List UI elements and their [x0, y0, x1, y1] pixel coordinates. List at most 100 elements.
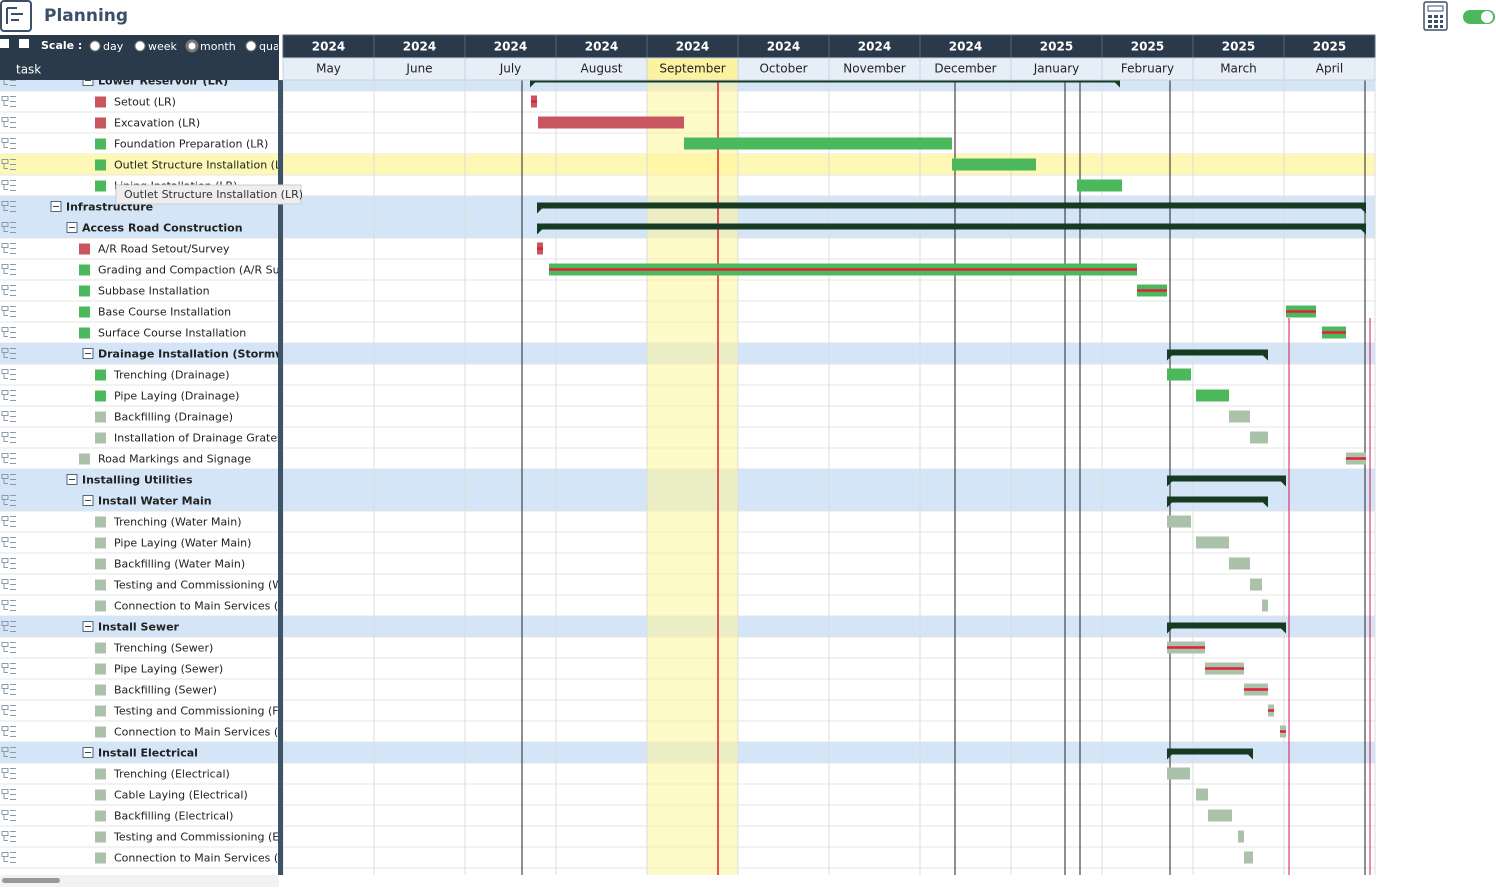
- task-bar[interactable]: [1262, 599, 1268, 612]
- task-name[interactable]: Excavation (LR): [114, 117, 200, 130]
- task-name[interactable]: Pipe Laying (Drainage): [114, 390, 239, 403]
- task-name[interactable]: Cable Laying (Electrical): [114, 789, 248, 802]
- drag-handle[interactable]: [1, 159, 16, 170]
- task-name[interactable]: Testing and Commissioning (Flow: [113, 705, 297, 718]
- drag-handle[interactable]: [1, 684, 16, 695]
- task-name[interactable]: Trenching (Sewer): [113, 642, 213, 655]
- scale-radio[interactable]: [89, 40, 101, 52]
- task-bar[interactable]: [1167, 767, 1190, 780]
- task-bar[interactable]: [1229, 410, 1250, 423]
- group-name[interactable]: Drainage Installation (Stormwate: [98, 348, 306, 361]
- task-bar[interactable]: [1238, 830, 1244, 843]
- task-bar[interactable]: [1250, 431, 1268, 444]
- task-name[interactable]: Surface Course Installation: [98, 327, 246, 340]
- collapse-all[interactable]: [0, 39, 9, 48]
- scale-radio[interactable]: [134, 40, 146, 52]
- drag-handle[interactable]: [1, 579, 16, 590]
- task-bar[interactable]: [1196, 536, 1229, 549]
- group-name[interactable]: Install Water Main: [98, 495, 212, 508]
- drag-handle[interactable]: [1, 747, 16, 758]
- task-bar[interactable]: [1167, 368, 1191, 381]
- task-bar[interactable]: [684, 137, 952, 150]
- group-name[interactable]: Installing Utilities: [82, 474, 193, 487]
- scrollbar-thumb[interactable]: [2, 878, 60, 883]
- splitter[interactable]: [278, 35, 283, 885]
- drag-handle[interactable]: [1, 516, 16, 527]
- task-name[interactable]: Testing and Commissioning (Electr: [113, 831, 304, 844]
- drag-handle[interactable]: [1, 222, 16, 233]
- drag-handle[interactable]: [1, 285, 16, 296]
- task-bar[interactable]: [1167, 515, 1191, 528]
- task-name[interactable]: Trenching (Drainage): [113, 369, 229, 382]
- drag-handle[interactable]: [1, 600, 16, 611]
- drag-handle[interactable]: [1, 768, 16, 779]
- drag-handle[interactable]: [1, 810, 16, 821]
- drag-handle[interactable]: [1, 390, 16, 401]
- group-name[interactable]: Install Sewer: [98, 621, 180, 634]
- drag-handle[interactable]: [1, 138, 16, 149]
- task-name[interactable]: Pipe Laying (Sewer): [114, 663, 223, 676]
- task-name[interactable]: Grading and Compaction (A/R Subgra: [98, 264, 305, 277]
- task-name[interactable]: Testing and Commissioning (Wate: [113, 579, 301, 592]
- task-name[interactable]: Outlet Structure Installation (LR): [114, 159, 293, 172]
- task-bar[interactable]: [1229, 557, 1250, 570]
- drag-handle[interactable]: [1, 369, 16, 380]
- task-bar[interactable]: [952, 158, 1036, 171]
- scale-option[interactable]: month: [200, 40, 236, 53]
- drag-handle[interactable]: [1, 474, 16, 485]
- task-name[interactable]: Setout (LR): [114, 96, 176, 109]
- drag-handle[interactable]: [1, 432, 16, 443]
- drag-handle[interactable]: [1, 348, 16, 359]
- calculator-button[interactable]: [1423, 1, 1448, 31]
- task-bar[interactable]: [1196, 389, 1229, 402]
- drag-handle[interactable]: [1, 495, 16, 506]
- task-bar[interactable]: [1250, 578, 1262, 591]
- task-name[interactable]: A/R Road Setout/Survey: [98, 243, 230, 256]
- task-name[interactable]: Subbase Installation: [98, 285, 210, 298]
- scale-option[interactable]: week: [148, 40, 178, 53]
- task-name[interactable]: Backfilling (Sewer): [114, 684, 217, 697]
- drag-handle[interactable]: [1, 117, 16, 128]
- drag-handle[interactable]: [1, 327, 16, 338]
- task-name[interactable]: Backfilling (Drainage): [114, 411, 233, 424]
- drag-handle[interactable]: [1, 705, 16, 716]
- drag-handle[interactable]: [1, 852, 16, 863]
- task-bar[interactable]: [538, 116, 684, 129]
- task-name[interactable]: Foundation Preparation (LR): [114, 138, 268, 151]
- task-name[interactable]: Backfilling (Electrical): [114, 810, 233, 823]
- task-name[interactable]: Pipe Laying (Water Main): [114, 537, 251, 550]
- drag-handle[interactable]: [1, 453, 16, 464]
- scale-radio[interactable]: [185, 39, 199, 53]
- group-name[interactable]: Install Electrical: [98, 747, 198, 760]
- scale-option[interactable]: day: [103, 40, 124, 53]
- task-name[interactable]: Backfilling (Water Main): [114, 558, 245, 571]
- drag-handle[interactable]: [1, 96, 16, 107]
- expand-all[interactable]: [19, 39, 29, 48]
- drag-handle[interactable]: [1, 663, 16, 674]
- drag-handle[interactable]: [1, 306, 16, 317]
- task-bar[interactable]: [1244, 851, 1253, 864]
- drag-handle[interactable]: [1, 621, 16, 632]
- drag-handle[interactable]: [1, 264, 16, 275]
- task-name[interactable]: Connection to Main Services (Wat: [114, 600, 300, 613]
- collapse-button[interactable]: [82, 76, 94, 86]
- drag-handle[interactable]: [1, 726, 16, 737]
- task-name[interactable]: Road Markings and Signage: [98, 453, 251, 466]
- drag-handle[interactable]: [1, 831, 16, 842]
- task-name[interactable]: Connection to Main Services (Elec: [114, 852, 301, 865]
- drag-handle[interactable]: [1, 201, 16, 212]
- task-name[interactable]: Installation of Drainage Grates/In: [114, 432, 297, 445]
- task-name[interactable]: Trenching (Electrical): [113, 768, 230, 781]
- drag-handle[interactable]: [1, 642, 16, 653]
- app-icon[interactable]: [0, 0, 32, 32]
- toggle-switch[interactable]: [1463, 10, 1495, 24]
- task-bar[interactable]: [1208, 809, 1232, 822]
- task-name[interactable]: Base Course Installation: [98, 306, 231, 319]
- drag-handle[interactable]: [1, 537, 16, 548]
- scale-radio[interactable]: [245, 40, 257, 52]
- drag-handle[interactable]: [1, 558, 16, 569]
- drag-handle[interactable]: [1, 411, 16, 422]
- task-bar[interactable]: [1196, 788, 1208, 801]
- drag-handle[interactable]: [1, 76, 16, 86]
- scale-option[interactable]: qua: [259, 40, 280, 53]
